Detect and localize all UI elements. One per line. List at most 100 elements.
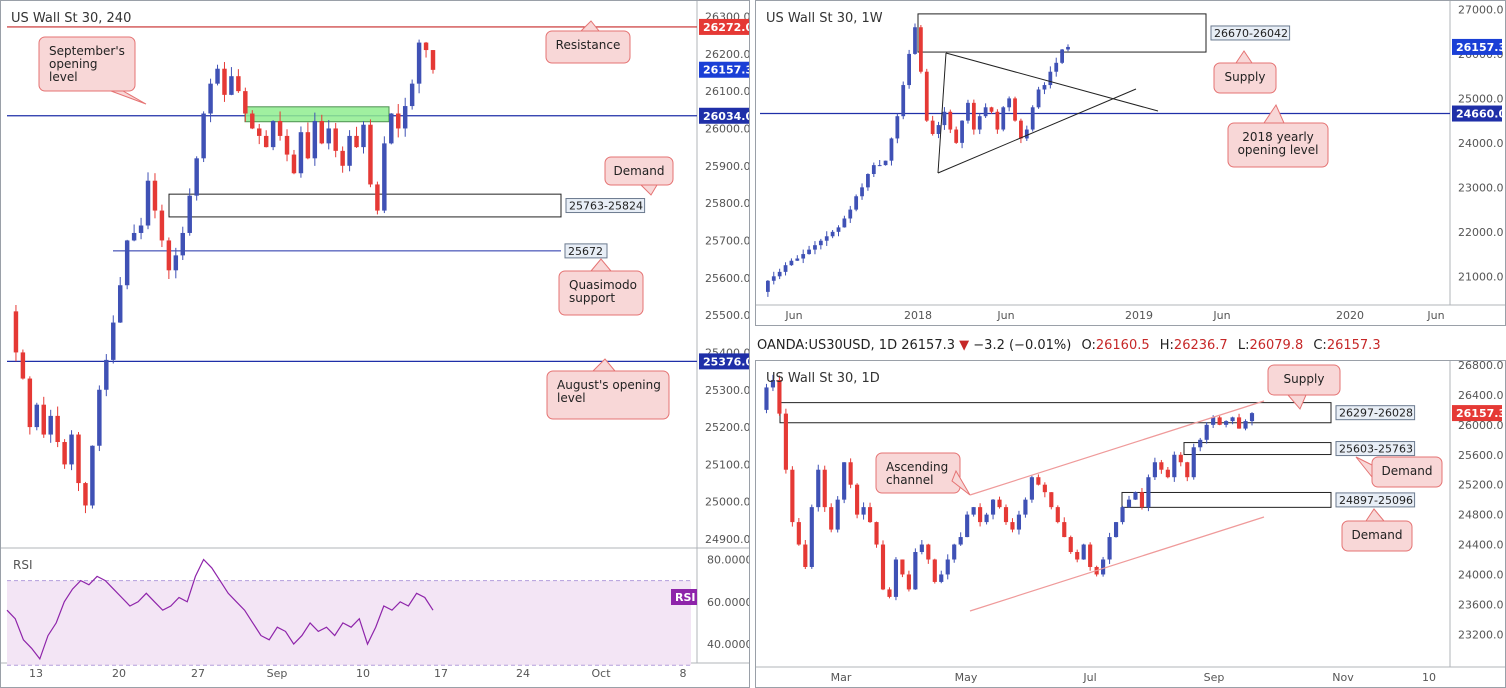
candle-body <box>215 68 220 84</box>
candle-body <box>187 195 192 233</box>
candle-body <box>319 120 325 144</box>
candle-body <box>871 165 876 175</box>
candle-body <box>1120 507 1125 523</box>
candle-body <box>1060 49 1064 63</box>
weekly-chart-svg[interactable]: 27000.026000.025000.024000.023000.022000… <box>756 1 1505 325</box>
candle-body <box>1113 522 1119 538</box>
callout-pointer <box>951 469 971 496</box>
x-tick-label: 20 <box>112 667 126 680</box>
y-tick-label: 25500.0 <box>705 309 749 322</box>
candle-body <box>1224 421 1229 425</box>
zone-label-box <box>565 198 646 214</box>
candle-body <box>1249 413 1255 422</box>
x-tick-label: Mar <box>831 671 852 684</box>
candle-body <box>83 483 88 506</box>
candle-body <box>1042 484 1047 493</box>
callout-pointer <box>1235 50 1253 64</box>
candle-body <box>866 174 870 188</box>
candle-body <box>1146 477 1151 508</box>
x-tick-label: Nov <box>1332 671 1354 684</box>
callout-pointer <box>110 90 147 105</box>
x-tick-label: 13 <box>29 667 43 680</box>
x-tick-label: 2018 <box>904 309 932 322</box>
price-tag-label: 26157.3 <box>703 64 749 77</box>
zone-label: 24897-25096 <box>1339 494 1413 507</box>
candle-body <box>27 378 33 428</box>
candle-body <box>942 111 947 126</box>
candle-body <box>194 158 199 196</box>
zone-box <box>1121 491 1332 508</box>
candle-body <box>55 415 60 443</box>
x-tick-label: Jun <box>784 309 802 322</box>
candle-body <box>138 225 144 233</box>
zone-label: 26297-26028 <box>1339 407 1413 420</box>
candle-body <box>1172 454 1177 478</box>
callout-box <box>604 156 674 186</box>
candle-body <box>1230 417 1235 422</box>
symbol-name: OANDA:US30USD, 1D <box>757 338 898 353</box>
candle-body <box>277 120 283 136</box>
candle-body <box>818 240 823 246</box>
candle-body <box>1243 421 1248 429</box>
candle-body <box>1204 424 1209 440</box>
close-label: C: <box>1313 338 1327 353</box>
candle-body <box>1030 107 1035 130</box>
candle-body <box>766 280 770 292</box>
y-tick-label: 25200.0 <box>705 421 749 434</box>
level-label: 25672 <box>568 245 603 258</box>
daily-chart-svg[interactable]: 26800.0 26400.0 26000.0 25600.0 25200.0 24800… <box>756 361 1505 687</box>
callout-text: opening level <box>1238 143 1319 157</box>
candle-body <box>1068 537 1073 553</box>
candle-body <box>1029 477 1034 500</box>
x-tick-label: 24 <box>516 667 530 680</box>
triangle-left-line <box>937 52 947 174</box>
candle-body <box>312 120 318 159</box>
callout-box <box>38 36 136 92</box>
zone-box <box>1183 442 1332 456</box>
candle-body <box>270 120 276 148</box>
callout-text: support <box>569 291 615 305</box>
triangle-lower-line <box>937 88 1137 174</box>
callout-text: Demand <box>1352 528 1403 542</box>
candle-body <box>919 544 924 553</box>
y-tick-label: 25300.0 <box>705 384 749 397</box>
daily-chart-panel[interactable]: 26800.0 26400.0 26000.0 25600.0 25200.0 24800… <box>755 360 1506 688</box>
candle-body <box>368 124 373 185</box>
candle-body <box>989 107 994 112</box>
candle-body <box>1019 120 1023 139</box>
candle-body <box>883 160 888 166</box>
h4-chart-title: US Wall St 30, 240 <box>11 11 132 26</box>
candle-body <box>1217 417 1222 425</box>
candle-body <box>1101 559 1106 575</box>
candle-body <box>402 106 408 129</box>
h4-chart-panel[interactable]: 26300.0 26200.0 26100.0 26000.0 25900.0 25800… <box>0 0 750 688</box>
candle-body <box>284 135 290 155</box>
candle-body <box>1178 454 1183 463</box>
candle-body <box>326 128 331 144</box>
candle-body <box>813 245 817 250</box>
candle-body <box>887 589 892 597</box>
candle-body <box>913 552 918 590</box>
candle-body <box>790 469 795 523</box>
candle-body <box>1016 514 1022 530</box>
h4-chart-svg[interactable]: 26300.026200.026100.026000.025900.025800… <box>1 1 749 687</box>
candle-body <box>848 462 853 485</box>
candle-body <box>971 102 976 130</box>
weekly-chart-title: US Wall St 30, 1W <box>766 11 883 26</box>
candle-body <box>257 128 262 136</box>
candle-body <box>877 165 882 167</box>
candle-body <box>995 111 1000 130</box>
rsi-y-tick: 60.0000 <box>707 596 749 609</box>
candle-body <box>97 389 102 446</box>
candle-body <box>1236 417 1242 429</box>
zone-label-box <box>1335 405 1416 421</box>
candle-body <box>822 469 827 508</box>
candle-body <box>396 113 401 129</box>
callout-text: Supply <box>1225 70 1266 84</box>
weekly-chart-panel[interactable]: 27000.026000.025000.024000.023000.022000… <box>755 0 1506 326</box>
zone-label-box <box>1210 25 1291 41</box>
candle-body <box>1023 499 1028 515</box>
candle-body <box>932 559 937 582</box>
y-tick-label: 25100.0 <box>705 458 749 471</box>
candle-body <box>907 53 911 86</box>
